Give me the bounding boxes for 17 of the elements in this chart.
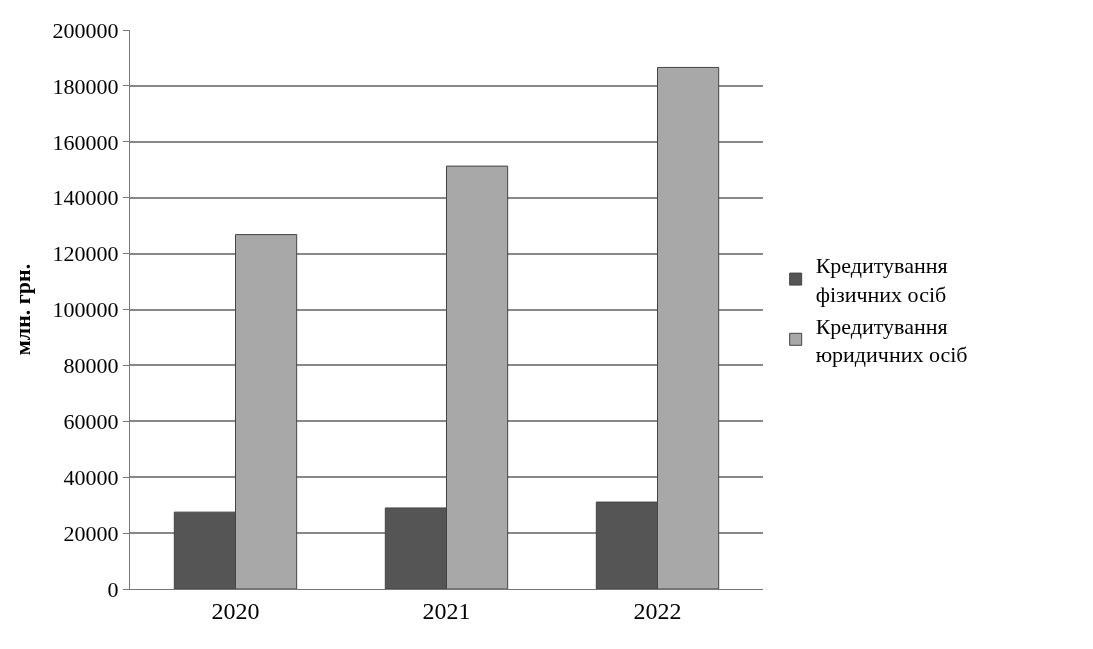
y-tick-label: 200000	[52, 17, 119, 43]
y-tick-label: 120000	[52, 241, 119, 267]
y-tick-label: 40000	[63, 464, 119, 490]
legend-label: Кредитування юридичних осіб	[815, 313, 968, 368]
x-tick-label: 2022	[633, 597, 682, 624]
y-tick-label: 20000	[63, 520, 119, 546]
y-tick-label: 0	[107, 576, 119, 602]
y-tick-label: 180000	[52, 73, 119, 99]
y-axis-title: млн. грн.	[10, 263, 36, 356]
y-tick-label: 80000	[63, 353, 119, 379]
x-tick-label: 2020	[211, 597, 260, 624]
x-tick-label: 2021	[422, 597, 471, 624]
y-tick-label: 160000	[52, 129, 119, 155]
y-tick-label: 100000	[52, 297, 119, 323]
legend-label: Кредитування фізичних осіб	[815, 253, 948, 307]
y-tick-label: 60000	[63, 409, 119, 434]
y-tick-label: 140000	[52, 185, 119, 211]
